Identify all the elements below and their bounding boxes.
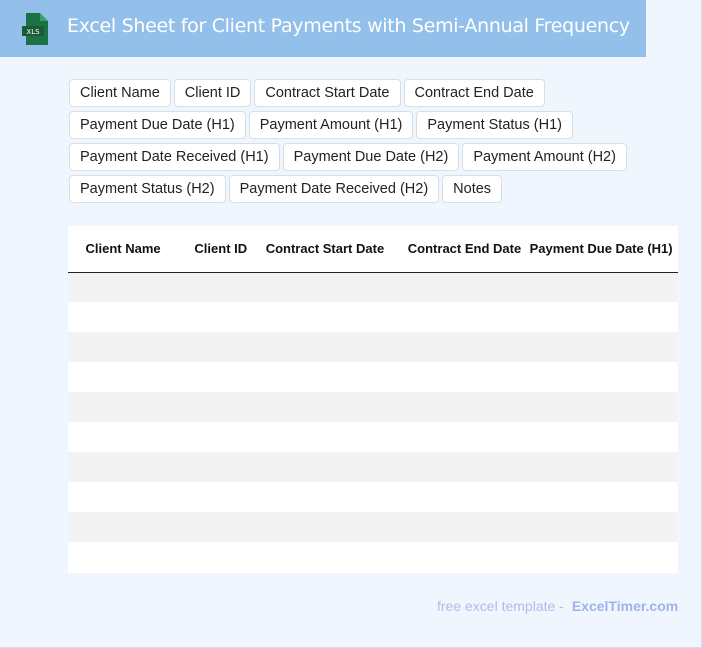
column-chip[interactable]: Payment Amount (H2) (462, 143, 627, 171)
table-row (68, 362, 678, 392)
column-chip[interactable]: Payment Amount (H1) (248, 111, 414, 139)
table-cell[interactable] (525, 542, 676, 572)
table-cell[interactable] (388, 542, 525, 572)
table-row (68, 422, 678, 452)
column-chip[interactable]: Payment Status (H1) (416, 111, 573, 139)
table-cell[interactable] (165, 482, 252, 512)
column-header[interactable]: Payment Due Date (H1) (525, 226, 677, 273)
table-cell[interactable] (677, 302, 678, 332)
table-cell[interactable] (525, 302, 676, 332)
table-cell[interactable] (525, 392, 677, 422)
table-cell[interactable] (251, 362, 388, 392)
table-cell[interactable] (388, 422, 525, 452)
column-header[interactable]: Payment Amount (H1) (676, 226, 678, 273)
column-chip[interactable]: Contract Start Date (254, 79, 401, 107)
table-cell[interactable] (676, 452, 678, 482)
column-chip[interactable]: Payment Due Date (H1) (69, 111, 246, 139)
table-cell[interactable] (525, 512, 677, 542)
table-cell[interactable] (68, 272, 165, 302)
table-cell[interactable] (165, 542, 252, 572)
table-cell[interactable] (388, 482, 525, 512)
table-cell[interactable] (388, 452, 526, 482)
table-row (68, 482, 678, 512)
table-cell[interactable] (388, 392, 526, 422)
table-cell[interactable] (68, 422, 165, 452)
column-header[interactable]: Client ID (164, 226, 252, 273)
table-cell[interactable] (251, 452, 389, 482)
table-cell[interactable] (525, 422, 676, 452)
table-cell[interactable] (525, 272, 677, 302)
table-cell[interactable] (388, 272, 526, 302)
table-row (68, 302, 678, 332)
column-chip[interactable]: Contract End Date (403, 79, 545, 107)
table-cell[interactable] (164, 272, 252, 302)
table-cell[interactable] (388, 332, 526, 362)
table-cell[interactable] (676, 392, 678, 422)
column-chip[interactable]: Payment Date Received (H2) (228, 175, 440, 203)
table-cell[interactable] (251, 512, 389, 542)
table-cell[interactable] (676, 272, 678, 302)
table-cell[interactable] (68, 482, 165, 512)
svg-text:XLS: XLS (26, 28, 40, 36)
data-table[interactable]: Client Name Client ID Contract Start Date C… (68, 226, 678, 573)
column-chip[interactable]: Client ID (173, 79, 252, 107)
column-chip[interactable]: Payment Status (H2) (69, 175, 226, 203)
table-row (68, 332, 678, 362)
column-chip[interactable]: Client Name (69, 79, 171, 107)
column-chip[interactable]: Payment Date Received (H1) (69, 143, 280, 171)
table-cell[interactable] (388, 512, 526, 542)
table-cell[interactable] (68, 512, 165, 542)
table-cell[interactable] (251, 272, 389, 302)
column-header[interactable]: Contract End Date (388, 226, 526, 273)
table-cell[interactable] (251, 332, 389, 362)
table-cell[interactable] (388, 362, 525, 392)
table-cell[interactable] (251, 302, 388, 332)
table-cell[interactable] (251, 392, 389, 422)
column-chip-list: Client Name Client ID Contract Start Date C… (69, 79, 629, 203)
table-row (68, 512, 678, 542)
table-cell[interactable] (677, 362, 678, 392)
table-row (68, 392, 678, 422)
xls-file-icon: XLS (22, 13, 48, 45)
column-header[interactable]: Client Name (68, 226, 165, 273)
table-cell[interactable] (388, 302, 525, 332)
column-header[interactable]: Contract Start Date (251, 226, 389, 273)
table-row (68, 452, 678, 482)
table-cell[interactable] (251, 422, 388, 452)
table-cell[interactable] (676, 332, 678, 362)
page-title: Excel Sheet for Client Payments with Sem… (67, 15, 630, 37)
table-cell[interactable] (676, 512, 678, 542)
table-cell[interactable] (68, 302, 165, 332)
table-cell[interactable] (164, 512, 252, 542)
column-chip[interactable]: Notes (442, 175, 503, 203)
table-cell[interactable] (251, 542, 388, 572)
table-cell[interactable] (251, 482, 388, 512)
column-chip[interactable]: Payment Due Date (H2) (282, 143, 460, 171)
table-cell[interactable] (165, 362, 252, 392)
table-cell[interactable] (164, 452, 252, 482)
footer: free excel template - ExcelTimer.com (437, 598, 678, 614)
table-cell[interactable] (677, 482, 678, 512)
table-cell[interactable] (525, 332, 677, 362)
table-cell[interactable] (68, 392, 165, 422)
footer-brand-link[interactable]: ExcelTimer.com (571, 598, 679, 614)
table-cell[interactable] (164, 332, 252, 362)
table-cell[interactable] (68, 542, 165, 572)
table-cell[interactable] (677, 542, 678, 572)
table-cell[interactable] (525, 362, 676, 392)
table-cell[interactable] (677, 422, 678, 452)
table-cell[interactable] (525, 482, 676, 512)
table-cell[interactable] (68, 332, 165, 362)
table-row (68, 542, 678, 572)
footer-text: free excel template - (437, 598, 564, 614)
table-cell[interactable] (164, 392, 252, 422)
table-cell[interactable] (68, 362, 165, 392)
table-cell[interactable] (525, 452, 677, 482)
header-bar: XLS Excel Sheet for Client Payments with… (0, 0, 646, 57)
table-cell[interactable] (165, 302, 252, 332)
table-cell[interactable] (165, 422, 252, 452)
table-row (68, 272, 678, 302)
table-cell[interactable] (68, 452, 165, 482)
